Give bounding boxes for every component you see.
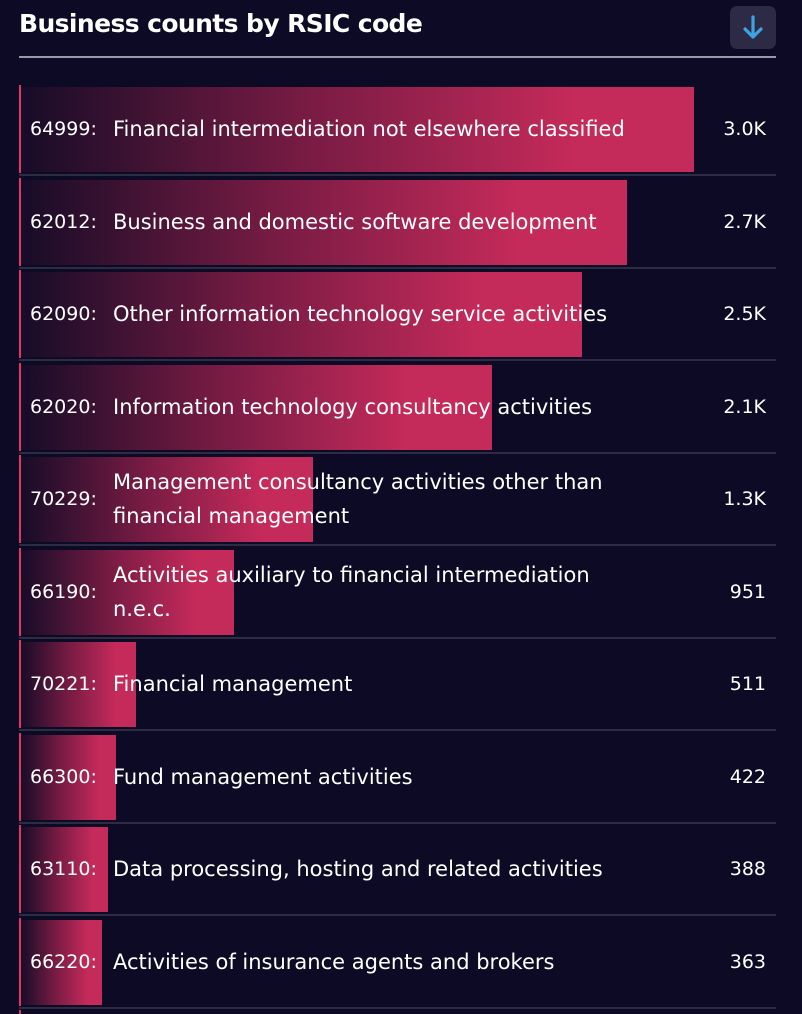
bar-row[interactable]: 66300: Fund management activities 422 — [19, 732, 776, 824]
bar-row[interactable]: 62090: Other information technology servi… — [19, 270, 776, 361]
rsic-description: Fund management activities — [113, 764, 413, 789]
bar-row[interactable]: 70229: Management consultancy activities … — [19, 455, 776, 546]
bar — [21, 549, 235, 635]
bar — [21, 272, 582, 357]
business-count: 388 — [729, 858, 766, 880]
arrow-down-icon — [743, 14, 763, 39]
bar — [21, 87, 694, 172]
business-count: 2.7K — [723, 210, 766, 233]
bar — [21, 734, 116, 820]
rsic-description: Data processing, hosting and related act… — [113, 857, 603, 881]
rsic-code: 70229: — [30, 488, 97, 510]
rsic-description: Activities of insurance agents and broke… — [113, 949, 555, 974]
rsic-code: 62012: — [30, 210, 97, 233]
bar — [21, 642, 136, 727]
rsic-description: Business and domestic software developme… — [113, 209, 597, 234]
rsic-description: Financial management — [113, 672, 353, 696]
bar-row[interactable]: 66190: Activities auxiliary to financial … — [19, 547, 776, 639]
bar-row[interactable]: 63110: Data processing, hosting and relat… — [19, 825, 776, 916]
bar — [21, 457, 313, 542]
bar-row[interactable]: 70221: Financial management 511 — [19, 640, 776, 731]
bar — [21, 364, 493, 450]
rsic-code: 66190: — [30, 580, 97, 603]
rsic-code: 66220: — [30, 950, 97, 973]
rsic-code: 63110: — [30, 858, 97, 880]
rsic-description: Management consultancy activities other … — [113, 470, 603, 528]
business-count: 422 — [729, 765, 766, 788]
rsic-code: 66300: — [30, 765, 97, 788]
rsic-code: 64999: — [30, 118, 97, 140]
business-count: 511 — [729, 673, 766, 695]
business-count: 2.5K — [723, 303, 766, 325]
bar-row[interactable]: 66220: Activities of insurance agents and… — [19, 917, 776, 1009]
rsic-code: 62090: — [30, 303, 97, 325]
rsic-description: Activities auxiliary to financial interm… — [113, 562, 590, 621]
bar-row[interactable]: 64999: Financial intermediation not elsew… — [19, 85, 776, 176]
bar — [21, 919, 103, 1005]
rsic-code: 62020: — [30, 395, 97, 418]
bar-row[interactable]: 62012: Business and domestic software dev… — [19, 177, 776, 269]
rsic-description: Other information technology service act… — [113, 302, 608, 326]
bar-row[interactable]: 62020: Information technology consultancy… — [19, 362, 776, 454]
rsic-code: 70221: — [30, 673, 97, 695]
chart-header: Business counts by RSIC code — [19, 0, 776, 58]
business-count: 2.1K — [723, 395, 766, 418]
business-count: 1.3K — [723, 488, 766, 510]
rsic-description: Financial intermediation not elsewhere c… — [113, 117, 625, 141]
business-count: 951 — [729, 580, 766, 603]
business-count: 363 — [729, 950, 766, 973]
row-partial — [19, 1010, 776, 1014]
business-count: 3.0K — [723, 118, 766, 140]
bar — [21, 179, 627, 265]
chart-title: Business counts by RSIC code — [19, 9, 423, 38]
bar — [21, 827, 109, 912]
rsic-description: Information technology consultancy activ… — [113, 394, 593, 419]
sort-button[interactable] — [730, 6, 776, 49]
